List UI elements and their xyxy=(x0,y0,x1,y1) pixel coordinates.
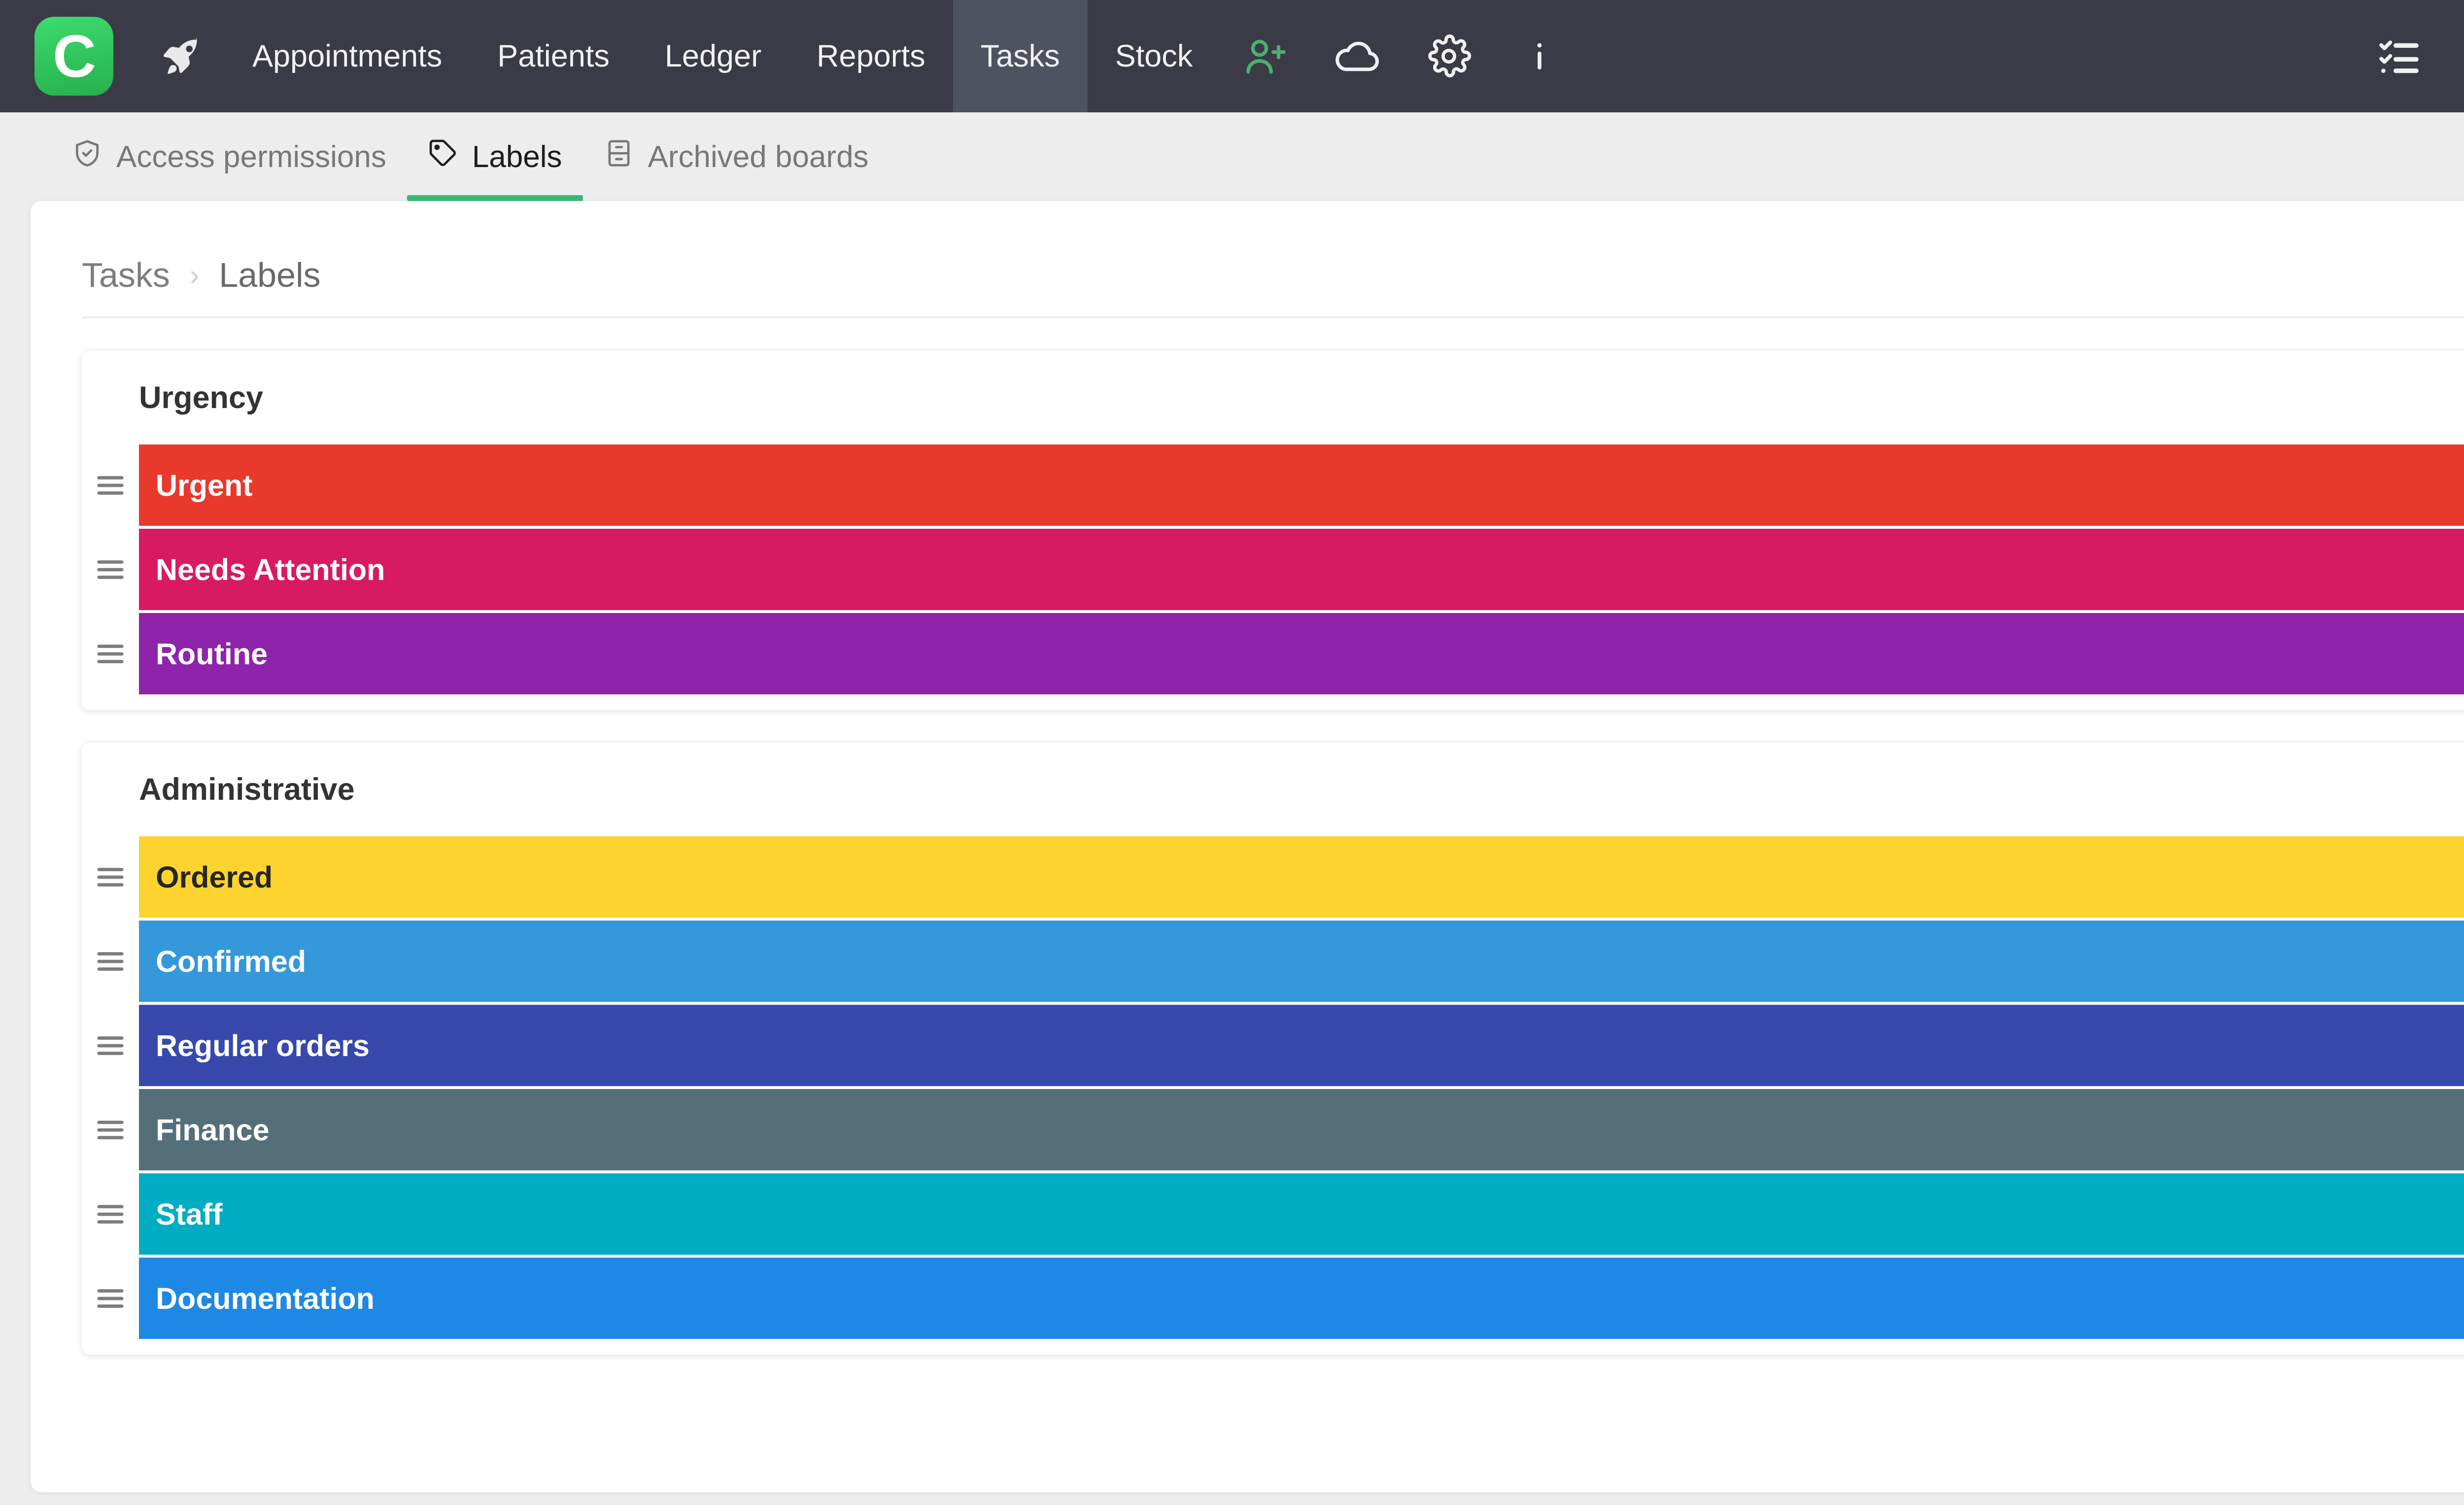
label-name[interactable]: Staff xyxy=(156,1197,223,1231)
drag-handle-icon[interactable] xyxy=(82,921,139,1002)
nav-item-reports[interactable]: Reports xyxy=(789,0,953,112)
label-row: Staff xyxy=(82,1173,2464,1255)
nav-item-ledger[interactable]: Ledger xyxy=(637,0,789,112)
nav-item-patients[interactable]: Patients xyxy=(470,0,637,112)
tab-label: Labels xyxy=(472,139,562,174)
nav-label: Appointments xyxy=(252,39,443,73)
tag-icon xyxy=(428,138,458,176)
label-row: Needs Attention xyxy=(82,529,2464,610)
label-row: Regular orders xyxy=(82,1005,2464,1086)
contacts-icon[interactable]: 1 xyxy=(2445,31,2464,82)
label-chip[interactable]: Needs Attention xyxy=(139,529,2464,610)
label-name[interactable]: Urgent xyxy=(156,468,253,502)
drag-handle-icon[interactable] xyxy=(82,1258,139,1339)
nav-label: Patients xyxy=(497,39,610,73)
label-name[interactable]: Documentation xyxy=(156,1281,375,1315)
tab-label: Access permissions xyxy=(116,139,386,174)
labels-page-card: Tasks › Labels Urgency xyxy=(31,201,2464,1492)
label-chip[interactable]: Finance xyxy=(139,1089,2464,1170)
tab-label: Archived boards xyxy=(648,139,869,174)
nav-label: Stock xyxy=(1115,39,1193,73)
tab-archived-boards[interactable]: Archived boards xyxy=(583,112,890,201)
tab-access-permissions[interactable]: Access permissions xyxy=(51,112,407,201)
drag-handle-icon[interactable] xyxy=(82,445,139,526)
label-chip[interactable]: Confirmed xyxy=(139,921,2464,1002)
label-row: Routine xyxy=(82,613,2464,694)
label-name[interactable]: Finance xyxy=(156,1113,270,1147)
drag-handle-icon[interactable] xyxy=(82,1005,139,1086)
label-chip[interactable]: Documentation xyxy=(139,1258,2464,1339)
label-row: Ordered xyxy=(82,836,2464,918)
drag-handle-icon[interactable] xyxy=(82,1089,139,1170)
label-chip[interactable]: Routine xyxy=(139,613,2464,694)
archive-icon xyxy=(604,138,634,176)
nav-item-stock[interactable]: Stock xyxy=(1088,0,1221,112)
nav-item-tasks[interactable]: Tasks xyxy=(953,0,1088,112)
nav-label: Tasks xyxy=(980,39,1060,73)
label-chip[interactable]: Staff xyxy=(139,1173,2464,1255)
label-row: Confirmed xyxy=(82,921,2464,1002)
label-group-header: Urgency xyxy=(82,351,2464,445)
top-navigation-bar: C Appointments Patients Ledger Reports T… xyxy=(0,0,2464,112)
label-group: Administrative xyxy=(82,743,2464,1355)
drag-handle-icon[interactable] xyxy=(82,1173,139,1255)
nav-label: Reports xyxy=(817,39,925,73)
add-user-icon[interactable] xyxy=(1220,0,1311,112)
cloud-icon[interactable] xyxy=(1311,0,1403,112)
label-name[interactable]: Ordered xyxy=(156,860,273,894)
label-chip[interactable]: Urgent xyxy=(139,445,2464,526)
label-group-header: Administrative xyxy=(82,743,2464,836)
breadcrumb-separator: › xyxy=(189,259,200,291)
drag-handle-icon[interactable] xyxy=(82,836,139,918)
drag-handle-icon[interactable] xyxy=(82,613,139,694)
gear-icon[interactable] xyxy=(1403,0,1494,112)
label-group: Urgency xyxy=(82,351,2464,710)
topbar-right-group: 1 157 xyxy=(2353,0,2464,112)
tab-labels[interactable]: Labels xyxy=(407,112,583,201)
label-row: Urgent xyxy=(82,445,2464,526)
label-row: Documentation xyxy=(82,1258,2464,1339)
rocket-icon[interactable] xyxy=(136,0,225,112)
info-icon[interactable] xyxy=(1494,0,1585,112)
logo-letter: C xyxy=(34,17,113,96)
label-name[interactable]: Routine xyxy=(156,637,268,671)
nav-label: Ledger xyxy=(664,39,762,73)
nav-item-appointments[interactable]: Appointments xyxy=(225,0,470,112)
label-name[interactable]: Confirmed xyxy=(156,944,306,978)
app-logo[interactable]: C xyxy=(0,0,136,112)
checklist-icon[interactable] xyxy=(2353,33,2445,80)
label-name[interactable]: Needs Attention xyxy=(156,552,385,586)
breadcrumb-root[interactable]: Tasks xyxy=(82,256,170,294)
drag-handle-icon[interactable] xyxy=(82,529,139,610)
label-group-title: Administrative xyxy=(139,772,355,807)
label-row: Finance xyxy=(82,1089,2464,1170)
sub-navigation-tabs: Access permissions Labels Archived board… xyxy=(0,112,2464,201)
breadcrumb: Tasks › Labels xyxy=(82,201,2464,318)
label-name[interactable]: Regular orders xyxy=(156,1028,370,1062)
label-chip[interactable]: Regular orders xyxy=(139,1005,2464,1086)
label-chip[interactable]: Ordered xyxy=(139,836,2464,918)
topbar-spacer xyxy=(1585,0,2353,112)
breadcrumb-current: Labels xyxy=(219,256,321,294)
label-group-title: Urgency xyxy=(139,380,264,415)
shield-check-icon xyxy=(72,138,103,176)
